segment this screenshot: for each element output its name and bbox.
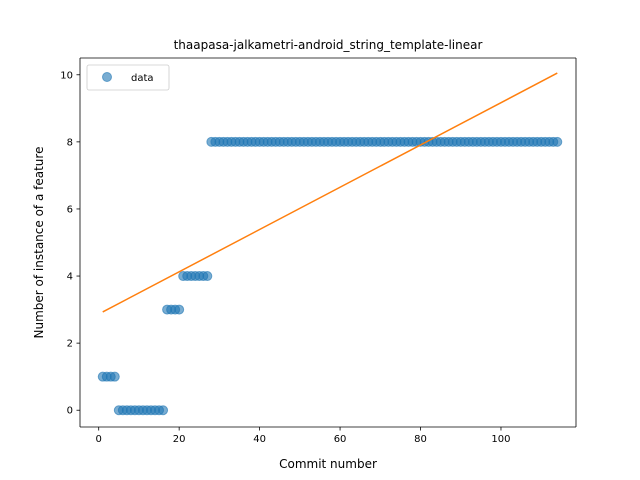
data-point xyxy=(158,405,169,416)
x-tick-label: 100 xyxy=(491,434,510,445)
legend-label-data: data xyxy=(131,73,154,84)
fit-line xyxy=(102,72,558,313)
y-tick-label: 8 xyxy=(67,137,73,148)
y-ticks: 0 2 4 6 8 10 xyxy=(60,70,80,417)
x-tick-label: 80 xyxy=(414,434,427,445)
x-axis-label: Commit number xyxy=(279,457,377,471)
y-tick-label: 10 xyxy=(60,70,73,81)
x-tick-label: 0 xyxy=(96,434,102,445)
chart-title: thaapasa-jalkametri-android_string_templ… xyxy=(174,38,483,52)
legend-marker-data xyxy=(102,72,112,82)
fit-line-layer xyxy=(102,72,558,313)
data-points xyxy=(97,136,563,416)
data-point xyxy=(202,271,213,282)
data-point xyxy=(174,304,185,315)
legend-box xyxy=(86,64,170,91)
x-tick-label: 20 xyxy=(173,434,186,445)
x-tick-label: 60 xyxy=(334,434,347,445)
axes-frame xyxy=(79,57,577,428)
plot-area xyxy=(80,58,576,427)
y-tick-label: 2 xyxy=(67,339,73,350)
y-tick-label: 4 xyxy=(67,272,73,283)
x-ticks: 0 20 40 60 80 100 xyxy=(96,427,511,445)
data-point xyxy=(552,136,563,147)
y-tick-label: 0 xyxy=(67,406,73,417)
x-tick-label: 40 xyxy=(253,434,266,445)
data-point xyxy=(109,371,120,382)
legend: data xyxy=(86,64,170,91)
y-tick-label: 6 xyxy=(67,204,73,215)
y-axis-label: Number of instance of a feature xyxy=(32,147,46,339)
